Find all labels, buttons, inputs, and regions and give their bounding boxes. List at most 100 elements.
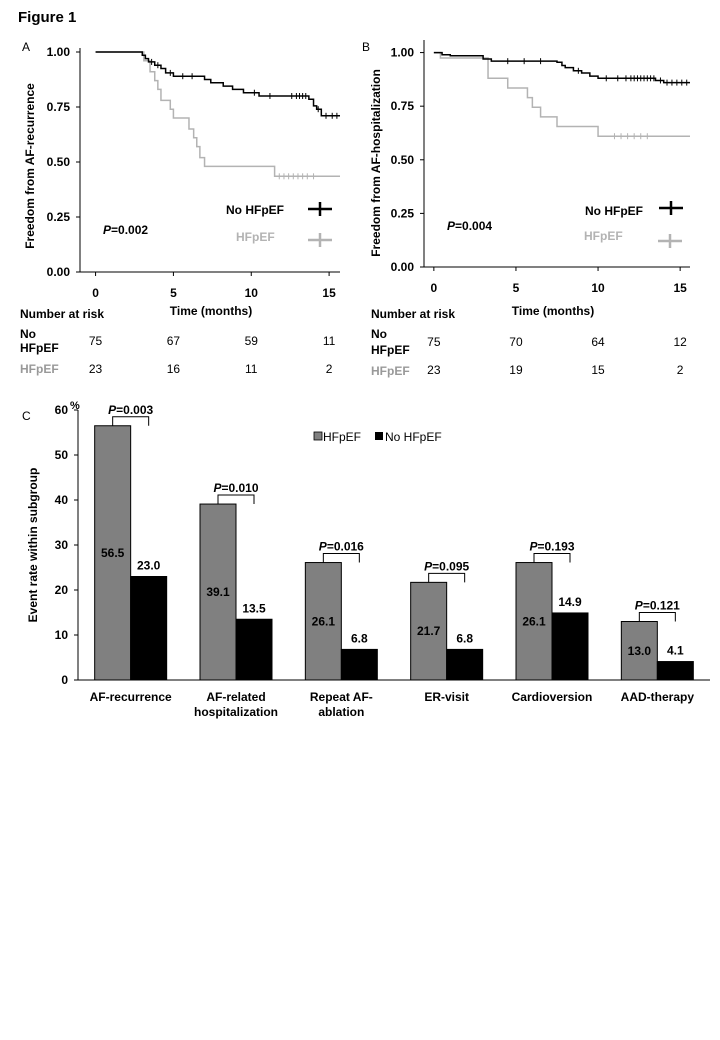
bar-value-label-hfpef: 39.1 [206, 585, 230, 599]
risk-row2-label-a: HFpEF [20, 362, 59, 376]
km-x-tick-label: 5 [513, 281, 520, 295]
km-x-tick-label: 0 [431, 281, 438, 295]
km-x-tick-label: 0 [92, 286, 99, 300]
bar-y-tick-label: 50 [55, 448, 69, 462]
significance-bracket [533, 553, 571, 563]
bar-no-hfpef [235, 618, 273, 681]
panel-b-pvalue: P=0.004 [447, 219, 492, 233]
bar-category-label: Cardioversion [512, 690, 593, 704]
bar-hfpef [515, 562, 553, 681]
panel-a-pvalue: P=0.002 [103, 223, 148, 237]
bar-p-value: P=0.095 [424, 559, 469, 573]
bar-value-label-no-hfpef: 4.1 [667, 644, 684, 658]
km-y-tick-label: 0.00 [391, 260, 415, 274]
bar-no-hfpef [130, 576, 168, 681]
risk-row1-label-a-1: No [20, 327, 36, 341]
panel-a-xlabel: Time (months) [170, 304, 252, 318]
risk-heading-b: Number at risk [371, 307, 455, 321]
km-curve-hfpef [433, 51, 690, 137]
km-y-tick-label: 0.50 [391, 153, 415, 167]
bar-y-tick-label: 20 [55, 583, 69, 597]
significance-bracket [638, 612, 676, 622]
risk-count: 23 [427, 363, 441, 377]
km-x-tick-label: 10 [591, 281, 605, 295]
panel-a-legend-hfpef: HFpEF [236, 230, 275, 244]
bar-y-tick-label: 60 [55, 403, 69, 417]
bar-hfpef [94, 425, 132, 681]
bar-p-value: P=0.003 [108, 403, 153, 417]
risk-count: 19 [509, 363, 523, 377]
bar-value-label-no-hfpef: 6.8 [351, 631, 368, 645]
bar-hfpef [304, 562, 342, 681]
km-y-tick-label: 0.25 [391, 206, 415, 220]
bar-value-label-no-hfpef: 13.5 [242, 601, 266, 615]
panel-a-ylabel: Freedom from AF-recurrence [23, 83, 37, 249]
bar-value-label-hfpef: 26.1 [522, 614, 546, 628]
km-y-tick-label: 0.75 [47, 100, 71, 114]
significance-bracket [112, 416, 150, 426]
bar-no-hfpef [446, 648, 484, 681]
km-y-tick-label: 1.00 [47, 45, 71, 59]
panel-c-yunit: % [70, 400, 80, 412]
legend-no-hfpef-label: No HFpEF [385, 430, 442, 444]
risk-heading-a: Number at risk [20, 307, 104, 321]
km-curve-no-hfpef [433, 51, 690, 84]
risk-count: 16 [167, 362, 181, 376]
bar-category-label: hospitalization [194, 705, 278, 719]
risk-count: 2 [677, 363, 684, 377]
risk-count: 75 [427, 335, 441, 349]
km-y-tick-label: 0.75 [391, 99, 415, 113]
bar-y-tick-label: 10 [55, 628, 69, 642]
bar-y-tick-label: 30 [55, 538, 69, 552]
risk-count: 59 [245, 334, 259, 348]
risk-row1-label-b-1: No [371, 327, 387, 341]
risk-count: 70 [509, 335, 523, 349]
bar-hfpef [410, 581, 448, 681]
risk-count: 67 [167, 334, 181, 348]
significance-bracket [428, 572, 466, 583]
risk-row1-label-b-2: HFpEF [371, 343, 410, 357]
bar-value-label-no-hfpef: 6.8 [456, 631, 473, 645]
bar-value-label-hfpef: 26.1 [312, 614, 336, 628]
panel-b-legend-hfpef: HFpEF [584, 229, 623, 243]
km-y-tick-label: 0.50 [47, 155, 71, 169]
bar-p-value: P=0.193 [529, 540, 574, 554]
risk-count: 75 [89, 334, 103, 348]
bar-category-label: ablation [318, 705, 364, 719]
risk-row2-label-b: HFpEF [371, 364, 410, 378]
bar-no-hfpef [656, 661, 694, 681]
km-y-tick-label: 1.00 [391, 46, 415, 60]
bar-category-label: Repeat AF- [310, 690, 373, 704]
panel-c-ylabel: Event rate within subgroup [26, 468, 40, 623]
risk-row1-label-a-2: HFpEF [20, 341, 59, 355]
panel-a-letter: A [22, 40, 30, 54]
km-x-tick-label: 10 [245, 286, 259, 300]
panel-b-ylabel: Freedom from AF-hospitalization [369, 69, 383, 257]
bar-hfpef [620, 621, 658, 681]
bar-p-value: P=0.016 [319, 540, 364, 554]
km-y-tick-label: 0.00 [47, 265, 71, 279]
bar-category-label: ER-visit [424, 690, 469, 704]
significance-bracket [322, 553, 360, 563]
significance-bracket [217, 494, 255, 505]
bar-category-label: AF-related [206, 690, 265, 704]
panel-b-legend-no-hfpef: No HFpEF [585, 204, 643, 218]
km-curve-no-hfpef [95, 51, 340, 117]
risk-count: 11 [323, 334, 336, 348]
bar-value-label-no-hfpef: 23.0 [137, 559, 161, 573]
bar-y-tick-label: 0 [61, 673, 68, 687]
bar-p-value: P=0.121 [635, 599, 680, 613]
bar-category-label: AAD-therapy [621, 690, 695, 704]
figure-title: Figure 1 [18, 9, 76, 26]
legend-hfpef-swatch [313, 431, 323, 441]
risk-count: 11 [245, 362, 258, 376]
bar-y-tick-label: 40 [55, 493, 69, 507]
risk-count: 2 [326, 362, 333, 376]
bar-hfpef [199, 503, 237, 681]
risk-count: 64 [591, 335, 605, 349]
bar-value-label-no-hfpef: 14.9 [558, 595, 582, 609]
km-x-tick-label: 15 [322, 286, 336, 300]
panel-b-xlabel: Time (months) [512, 304, 594, 318]
legend-hfpef-label: HFpEF [323, 430, 361, 444]
